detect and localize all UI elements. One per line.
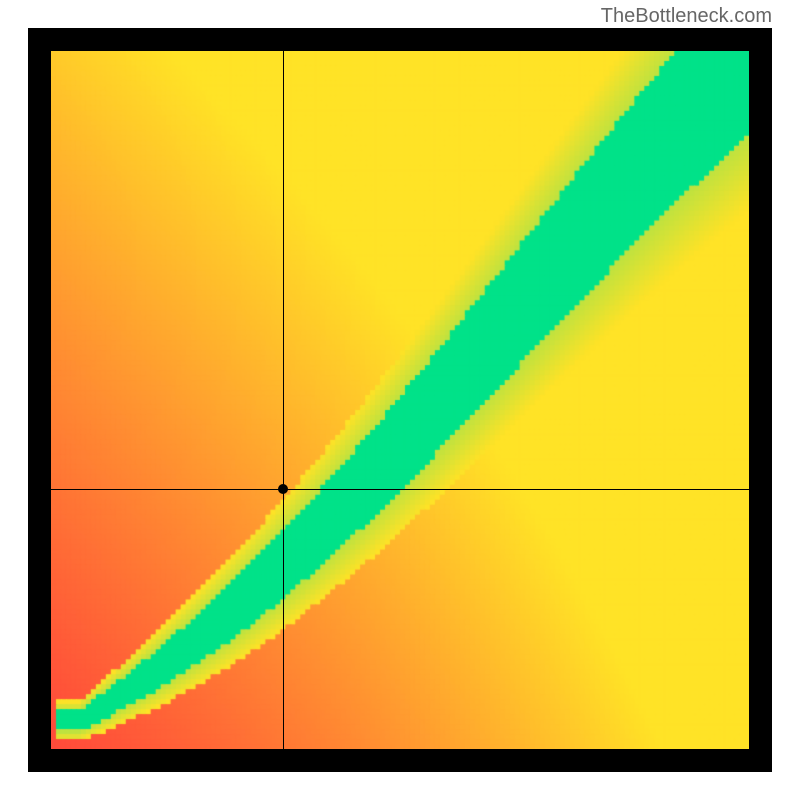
crosshair-marker-dot [278, 484, 288, 494]
watermark-text: TheBottleneck.com [601, 5, 772, 28]
crosshair-vertical [283, 51, 284, 749]
crosshair-horizontal [51, 489, 749, 490]
plot-area [51, 51, 749, 749]
heatmap-canvas [51, 51, 749, 749]
chart-frame [28, 28, 772, 772]
